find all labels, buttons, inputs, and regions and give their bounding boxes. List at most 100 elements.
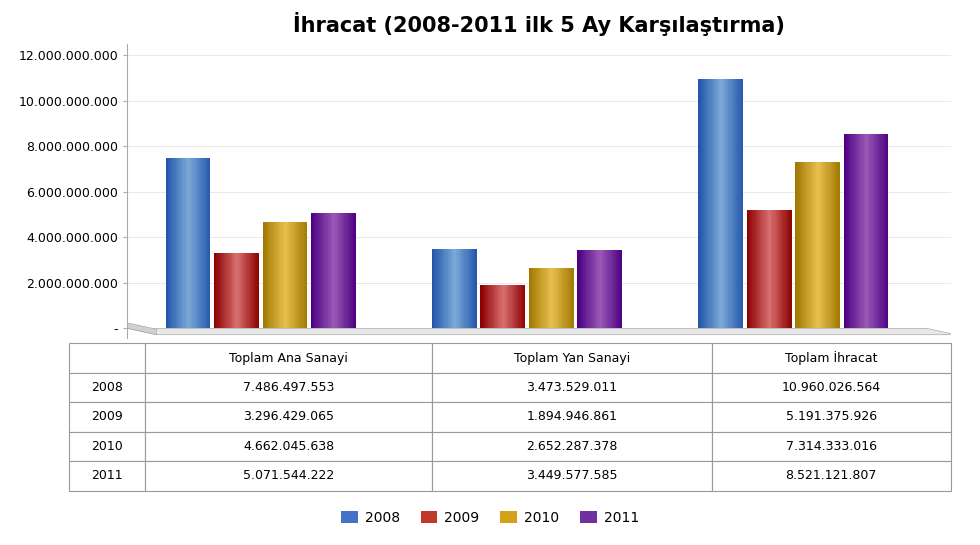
Bar bbox=[620, 250, 622, 328]
Bar bbox=[316, 213, 317, 328]
Bar bbox=[300, 222, 302, 328]
Bar bbox=[459, 249, 460, 328]
Bar bbox=[326, 213, 328, 328]
Bar bbox=[228, 253, 230, 328]
Bar bbox=[604, 250, 606, 328]
Bar bbox=[616, 250, 617, 328]
Bar bbox=[883, 134, 884, 328]
Bar bbox=[285, 222, 286, 328]
Bar bbox=[270, 222, 271, 328]
Bar bbox=[593, 250, 594, 328]
Bar bbox=[287, 222, 288, 328]
Bar bbox=[774, 210, 776, 328]
Bar bbox=[188, 158, 189, 328]
Bar bbox=[592, 250, 593, 328]
Bar bbox=[880, 134, 882, 328]
Bar bbox=[264, 222, 265, 328]
Bar bbox=[512, 285, 513, 328]
Bar bbox=[436, 249, 438, 328]
Bar bbox=[778, 210, 779, 328]
Bar bbox=[521, 285, 523, 328]
Bar bbox=[465, 249, 466, 328]
Bar bbox=[439, 249, 440, 328]
Bar bbox=[346, 213, 347, 328]
Bar bbox=[732, 78, 733, 328]
Bar bbox=[444, 249, 446, 328]
Bar bbox=[752, 210, 753, 328]
Bar bbox=[710, 78, 711, 328]
Bar bbox=[442, 249, 443, 328]
Bar bbox=[253, 253, 255, 328]
Bar bbox=[530, 268, 531, 328]
Bar bbox=[485, 285, 486, 328]
Bar bbox=[603, 250, 605, 328]
Bar bbox=[199, 158, 201, 328]
Bar bbox=[269, 222, 270, 328]
Bar bbox=[827, 162, 829, 328]
Bar bbox=[432, 249, 433, 328]
Bar bbox=[846, 134, 847, 328]
Bar bbox=[353, 213, 355, 328]
Bar bbox=[579, 250, 581, 328]
Bar bbox=[221, 253, 223, 328]
Bar bbox=[189, 158, 190, 328]
Bar bbox=[816, 162, 817, 328]
Bar bbox=[248, 253, 249, 328]
Bar bbox=[556, 268, 557, 328]
Bar bbox=[327, 213, 329, 328]
Bar bbox=[490, 285, 492, 328]
Bar bbox=[298, 222, 300, 328]
Bar bbox=[759, 210, 760, 328]
Bar bbox=[183, 158, 185, 328]
Bar bbox=[539, 268, 540, 328]
Bar bbox=[288, 222, 289, 328]
Bar bbox=[513, 285, 514, 328]
Bar bbox=[809, 162, 811, 328]
Bar bbox=[724, 78, 725, 328]
Bar bbox=[468, 249, 470, 328]
Bar bbox=[570, 268, 571, 328]
Bar bbox=[615, 250, 616, 328]
Bar bbox=[332, 213, 333, 328]
Bar bbox=[220, 253, 222, 328]
Bar bbox=[546, 268, 547, 328]
Bar bbox=[315, 213, 316, 328]
Bar bbox=[728, 78, 730, 328]
Bar bbox=[718, 78, 719, 328]
Bar bbox=[263, 222, 264, 328]
Bar bbox=[867, 134, 868, 328]
Bar bbox=[350, 213, 351, 328]
Bar bbox=[174, 158, 176, 328]
Bar bbox=[612, 250, 613, 328]
Bar bbox=[460, 249, 462, 328]
Bar bbox=[712, 78, 714, 328]
Bar bbox=[787, 210, 788, 328]
Bar bbox=[762, 210, 763, 328]
Bar bbox=[225, 253, 226, 328]
Bar bbox=[607, 250, 608, 328]
Bar bbox=[466, 249, 467, 328]
Bar bbox=[703, 78, 704, 328]
Bar bbox=[831, 162, 832, 328]
Bar bbox=[335, 213, 337, 328]
Bar bbox=[614, 250, 615, 328]
Bar bbox=[758, 210, 760, 328]
Bar bbox=[788, 210, 789, 328]
Bar bbox=[881, 134, 883, 328]
Bar bbox=[862, 134, 864, 328]
Bar bbox=[785, 210, 786, 328]
Bar bbox=[219, 253, 220, 328]
Bar bbox=[235, 253, 236, 328]
Bar bbox=[725, 78, 726, 328]
Title: İhracat (2008-2011 ilk 5 Ay Karşılaştırma): İhracat (2008-2011 ilk 5 Ay Karşılaştırm… bbox=[293, 13, 785, 37]
Bar bbox=[453, 249, 455, 328]
Bar bbox=[175, 158, 177, 328]
Bar bbox=[552, 268, 554, 328]
Bar bbox=[258, 253, 259, 328]
Bar bbox=[753, 210, 754, 328]
Bar bbox=[299, 222, 301, 328]
Bar bbox=[511, 285, 512, 328]
Bar bbox=[448, 249, 449, 328]
Bar bbox=[773, 210, 775, 328]
Polygon shape bbox=[127, 328, 956, 335]
